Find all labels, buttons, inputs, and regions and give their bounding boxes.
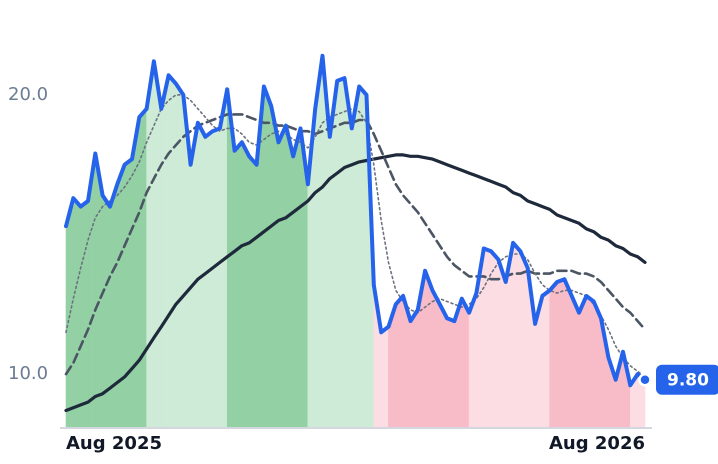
area-fill: [461, 298, 470, 429]
area-fill: [439, 304, 448, 429]
area-fill: [498, 259, 507, 429]
area-fill: [432, 290, 441, 429]
area-fill: [292, 128, 301, 429]
area-fill: [542, 289, 551, 429]
moving-average-line: [64, 153, 647, 413]
area-fill: [351, 86, 360, 429]
area-fill: [80, 200, 89, 429]
area-fill: [204, 130, 213, 429]
area-fill: [146, 61, 155, 429]
value-tag: [656, 364, 718, 395]
price-line: [64, 53, 647, 388]
area-fill: [109, 184, 118, 429]
value-label: 9.80: [667, 371, 709, 391]
area-fill: [578, 295, 587, 429]
area-fill: [586, 295, 594, 429]
area-fill: [168, 74, 177, 429]
x-tick-label: Aug 2025: [66, 433, 162, 454]
area-fill: [336, 77, 345, 429]
area-fill: [270, 105, 279, 429]
area-fill: [395, 295, 404, 429]
area-fill: [190, 122, 199, 429]
area-fill: [358, 85, 367, 429]
area-fill: [549, 281, 558, 429]
area-fill: [241, 142, 250, 429]
area-fill: [512, 242, 521, 429]
moving-average-line: [64, 113, 647, 376]
area-fill: [571, 295, 580, 429]
area-fill: [124, 158, 133, 429]
area-fill: [73, 197, 81, 429]
area-fill: [131, 117, 140, 429]
x-tick-label: Aug 2026: [549, 433, 645, 454]
last-point: [638, 372, 652, 387]
area-fill: [285, 125, 294, 429]
area-fill: [175, 82, 184, 429]
area-fill: [410, 308, 419, 429]
area-fill: [556, 278, 565, 429]
area-fill: [520, 251, 529, 429]
area-fill: [248, 155, 257, 429]
area-fill: [117, 164, 125, 429]
area-fill: [234, 141, 243, 429]
area-fill: [278, 125, 287, 429]
area-fill: [212, 127, 221, 429]
y-tick-label: 20.0: [8, 84, 48, 105]
area-fill: [490, 250, 499, 429]
area-fill: [424, 270, 433, 429]
area-fill: [380, 326, 389, 429]
area-fill: [344, 78, 353, 429]
area-fill: [160, 75, 169, 429]
area-fill: [564, 279, 573, 429]
area-fill: [446, 317, 455, 429]
y-tick-label: 10.0: [8, 363, 48, 384]
